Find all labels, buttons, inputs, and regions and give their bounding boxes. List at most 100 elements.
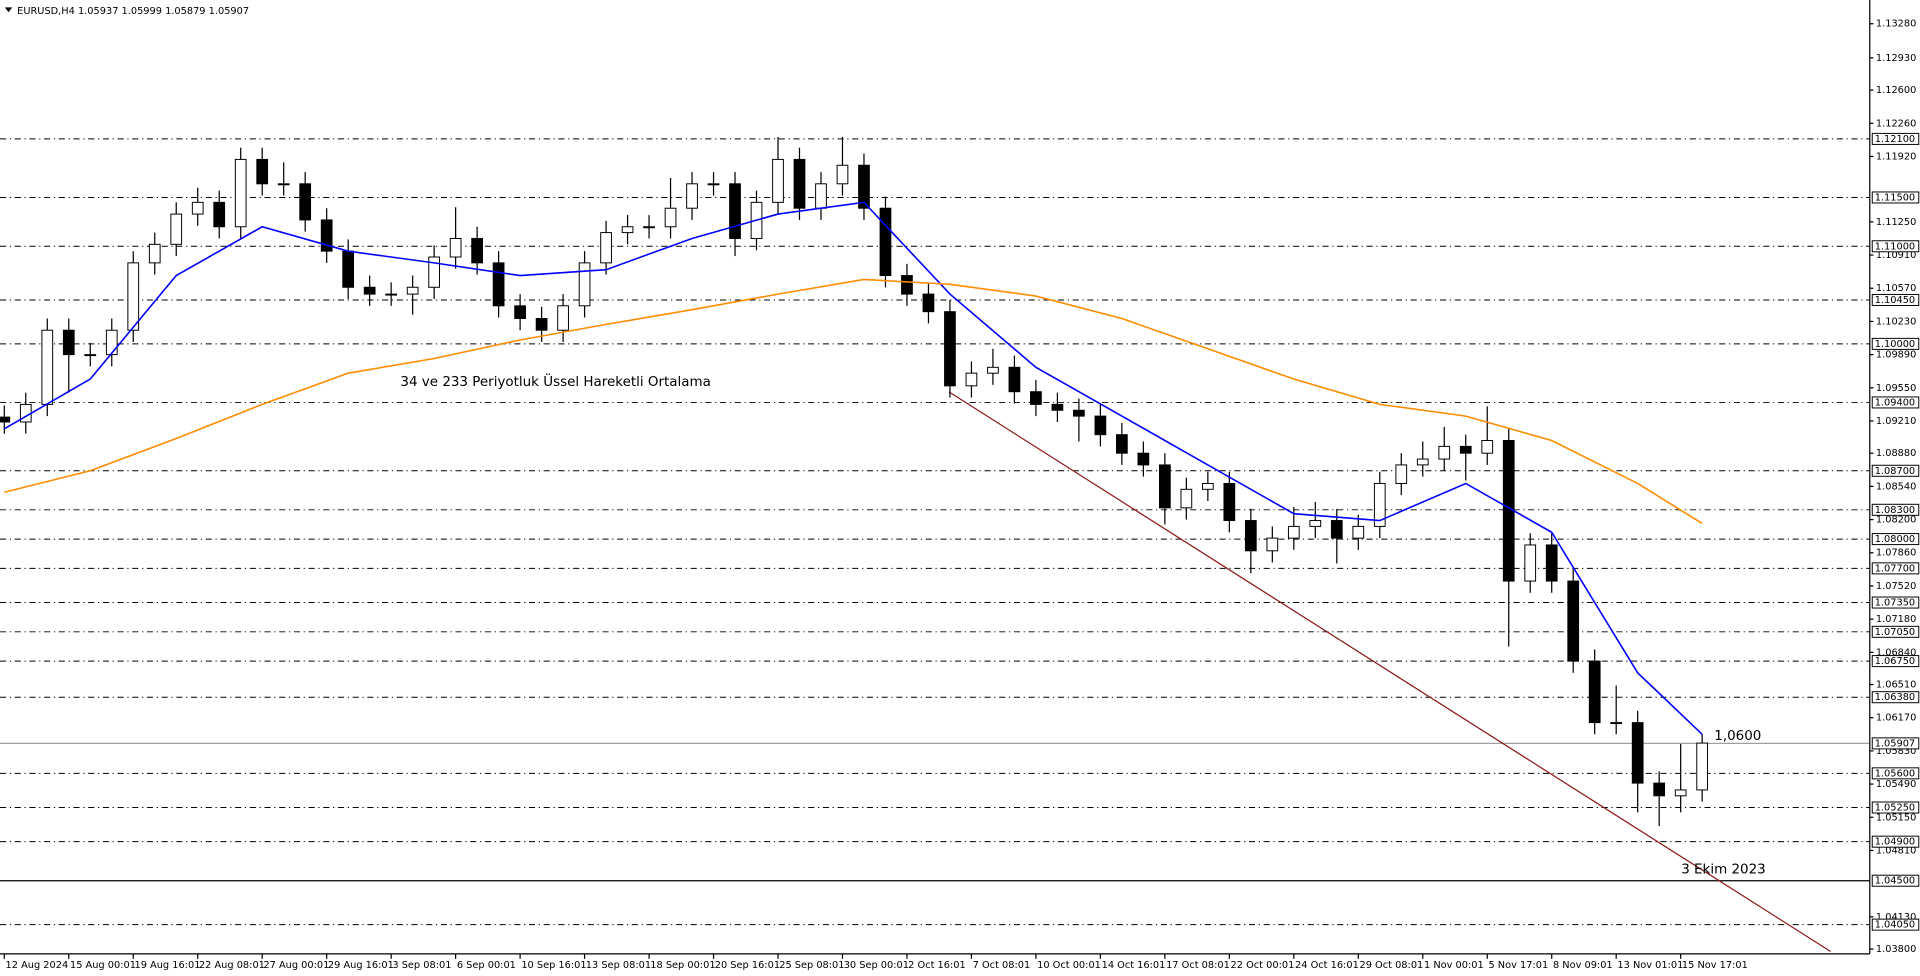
level-label: 1.07050 xyxy=(1875,627,1915,638)
candle-body xyxy=(62,329,75,356)
x-tick-label: 29 Oct 08:01 xyxy=(1360,960,1424,971)
candle-body xyxy=(600,232,612,264)
level-box xyxy=(1871,691,1920,704)
candle-body xyxy=(1481,440,1494,454)
candle-body xyxy=(406,286,419,295)
candle-body xyxy=(944,311,956,387)
trend-line xyxy=(948,391,1831,952)
candle-body xyxy=(1674,789,1687,797)
candle-body xyxy=(492,262,505,307)
candle-body xyxy=(1158,464,1171,509)
y-tick-label: 1.11250 xyxy=(1876,217,1916,228)
x-tick-label: 7 Oct 08:01 xyxy=(973,960,1031,971)
candle-body xyxy=(213,201,226,228)
price-layer xyxy=(0,136,1709,827)
candle-body xyxy=(879,207,892,277)
candle-body xyxy=(191,201,204,215)
candle-body xyxy=(1416,458,1429,466)
y-tick-label: 1.06510 xyxy=(1876,680,1916,691)
candle-body xyxy=(1631,722,1644,784)
level-box xyxy=(1871,132,1920,145)
candle-body xyxy=(0,416,11,423)
y-tick-label: 1.08880 xyxy=(1876,448,1916,459)
level-label: 1.10450 xyxy=(1875,295,1915,306)
x-tick-label: 15 Aug 00:01 xyxy=(70,960,136,971)
x-tick-label: 15 Nov 17:01 xyxy=(1682,960,1748,971)
symbol-header: EURUSD,H4 1.05937 1.05999 1.05879 1.0590… xyxy=(17,6,249,17)
level-label: 1.06380 xyxy=(1875,692,1915,703)
y-tick-label: 1.10570 xyxy=(1876,283,1916,294)
candle-body xyxy=(1051,403,1064,411)
level-label: 1.07700 xyxy=(1875,563,1915,574)
x-tick-label: 27 Aug 00:01 xyxy=(263,960,329,971)
candle-body xyxy=(815,183,827,209)
level-label: 1.12100 xyxy=(1875,134,1915,145)
y-tick-label: 1.13280 xyxy=(1876,19,1916,30)
x-tick-label: 10 Oct 00:01 xyxy=(1037,960,1101,971)
candle-body xyxy=(449,237,462,258)
x-tick-label: 19 Aug 16:01 xyxy=(134,960,200,971)
x-tick-label: 24 Oct 16:01 xyxy=(1295,960,1359,971)
level-label: 1.11500 xyxy=(1875,192,1915,203)
x-tick-label: 6 Sep 00:01 xyxy=(457,960,516,971)
y-tick-label: 1.05490 xyxy=(1876,779,1916,790)
level-label: 1.11000 xyxy=(1875,241,1915,252)
candle-body xyxy=(987,366,999,374)
last-price-box xyxy=(1871,737,1920,750)
candle-body xyxy=(471,237,483,264)
level-label: 1.10000 xyxy=(1875,339,1915,350)
level-label: 1.09400 xyxy=(1875,397,1915,408)
y-tick-label: 1.03800 xyxy=(1876,944,1916,955)
level-box xyxy=(1871,918,1920,931)
candle-body xyxy=(1395,464,1408,484)
support-box xyxy=(1871,874,1920,887)
candle-body xyxy=(578,262,591,307)
candle-body xyxy=(1180,488,1193,509)
candle-body xyxy=(707,183,720,186)
y-tick-label: 1.10230 xyxy=(1876,316,1916,327)
level-box xyxy=(1871,625,1920,638)
x-tick-label: 18 Sep 00:01 xyxy=(650,960,715,971)
level-label: 1.04900 xyxy=(1875,837,1915,848)
y-tick-label: 1.12260 xyxy=(1876,118,1916,129)
y-tick-label: 1.07180 xyxy=(1876,614,1916,625)
candle-body xyxy=(858,164,870,209)
candle-body xyxy=(1567,580,1580,662)
level-box xyxy=(1871,596,1920,609)
candle-body xyxy=(148,243,161,264)
annotation: 34 ve 233 Periyotluk Üssel Hareketli Ort… xyxy=(400,372,710,390)
level-label: 1.05600 xyxy=(1875,768,1915,779)
candle-body xyxy=(1008,366,1021,393)
candle-body xyxy=(836,164,849,185)
candle-body xyxy=(170,213,183,245)
candle-body xyxy=(299,183,312,221)
candle-body xyxy=(686,183,698,209)
level-box xyxy=(1871,503,1920,516)
menu-arrow[interactable] xyxy=(4,7,13,13)
moving-average xyxy=(4,278,1703,525)
level-box xyxy=(1871,562,1920,575)
level-label: 1.08000 xyxy=(1875,534,1915,545)
candle-body xyxy=(1094,415,1107,436)
candle-body xyxy=(256,158,269,185)
y-tick-label: 1.11920 xyxy=(1876,151,1916,162)
candle-body xyxy=(320,219,333,252)
y-tick-label: 1.09890 xyxy=(1876,350,1916,361)
candle-body xyxy=(1588,660,1601,724)
level-box xyxy=(1871,801,1920,814)
candle-body xyxy=(1201,482,1214,490)
level-label: 1.04050 xyxy=(1875,920,1915,931)
candle-body xyxy=(1330,520,1343,539)
x-tick-label: 29 Aug 16:01 xyxy=(328,960,394,971)
candle-body xyxy=(105,329,118,356)
candle-body xyxy=(428,256,440,288)
x-tick-label: 22 Aug 08:01 xyxy=(199,960,265,971)
candle-body xyxy=(535,318,548,331)
y-tick-label: 1.07860 xyxy=(1876,548,1916,559)
y-tick-label: 1.09550 xyxy=(1876,383,1916,394)
candle-body xyxy=(922,293,935,313)
candle-body xyxy=(1244,520,1257,552)
candle-body xyxy=(84,354,97,357)
candle-body xyxy=(772,158,784,203)
x-tick-label: 17 Oct 08:01 xyxy=(1166,960,1230,971)
